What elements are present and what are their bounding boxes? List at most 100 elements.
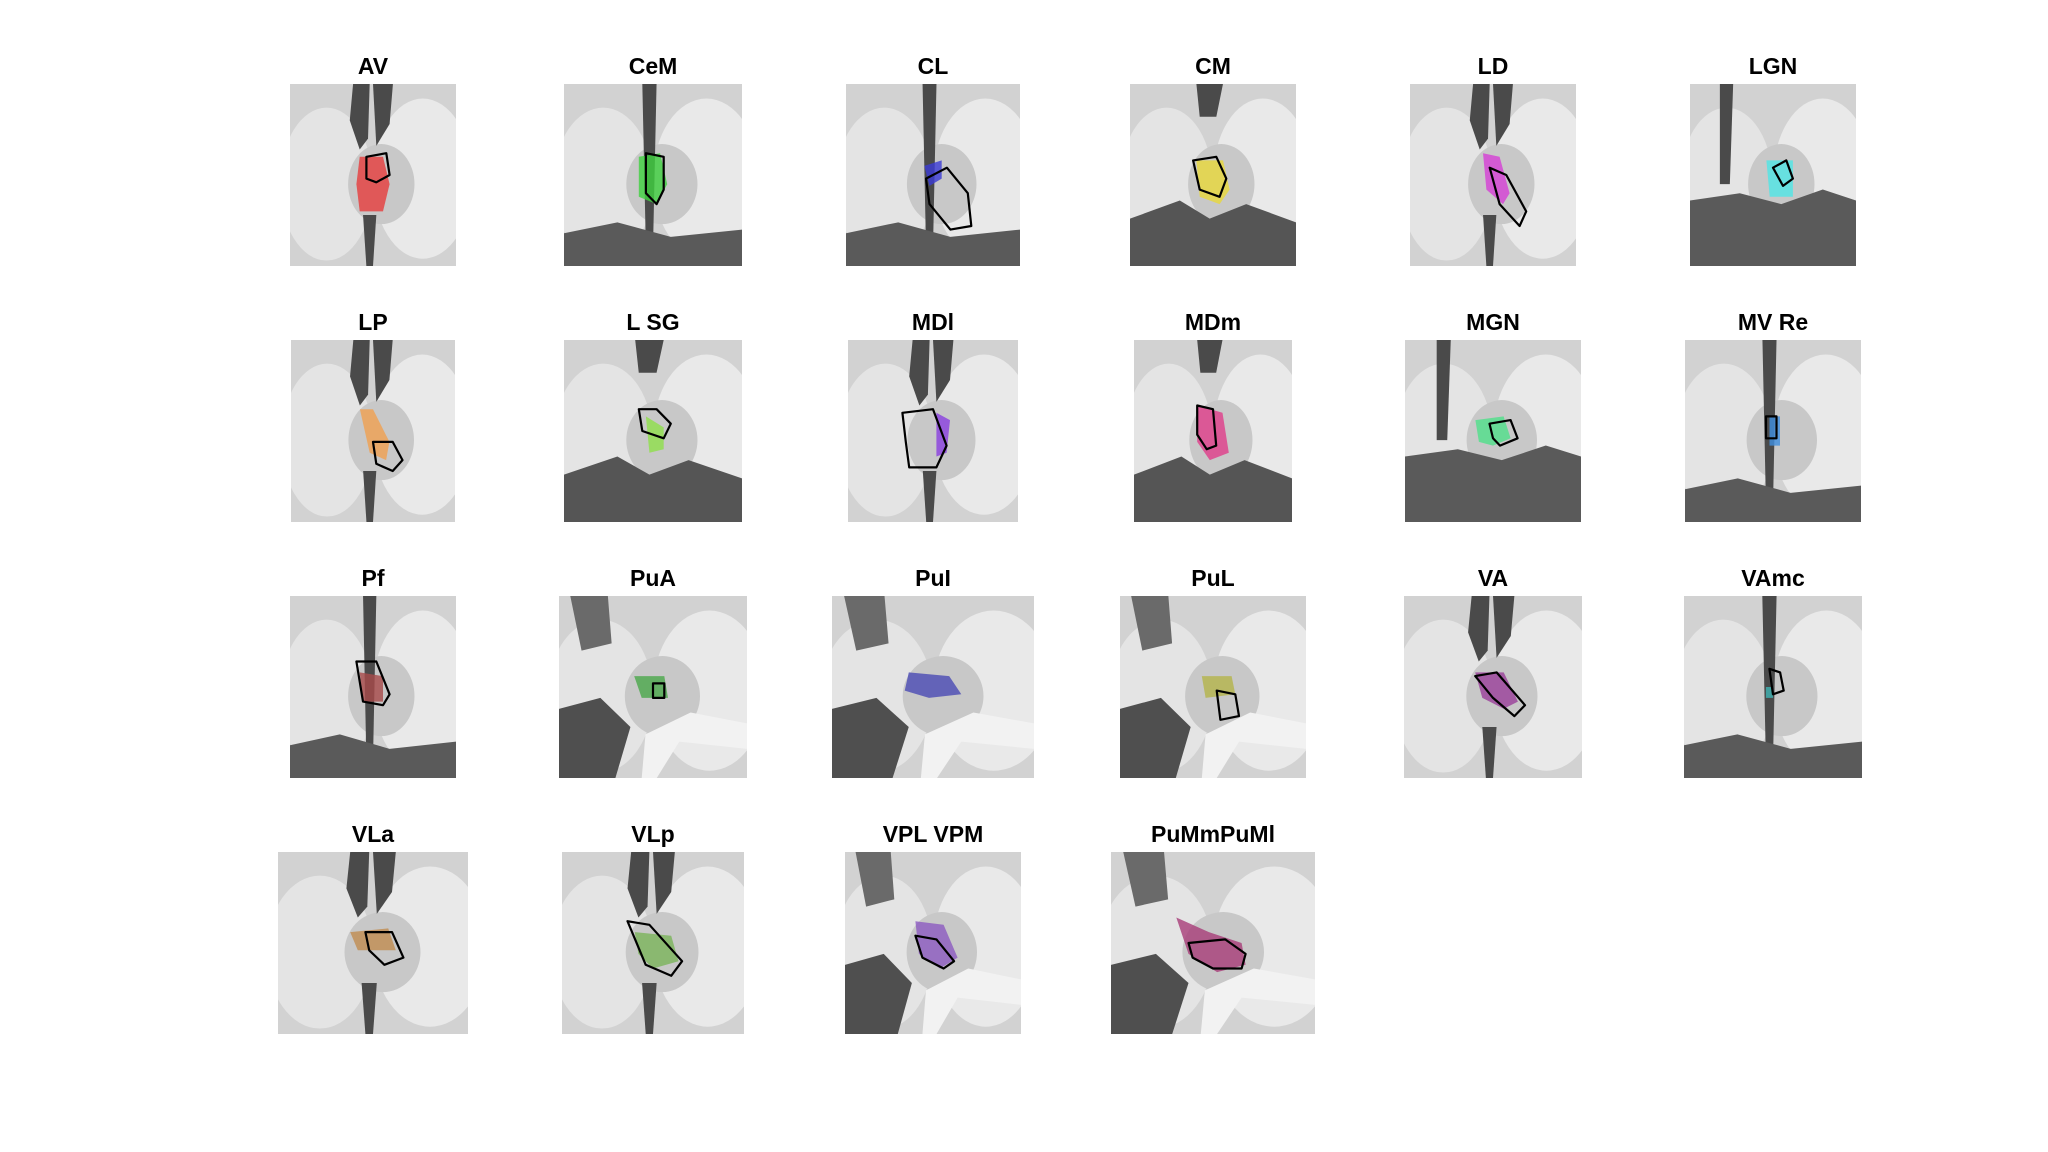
panel-lp: LP [283, 308, 463, 522]
ventricle-anterior [635, 340, 664, 373]
ventricle-midline [1436, 340, 1451, 441]
mri-slice-image [1120, 596, 1306, 778]
ventricle-left [350, 340, 370, 406]
mri-slice-image [1134, 340, 1292, 522]
ventricle-right [373, 84, 393, 146]
ventricle-left [1469, 84, 1490, 150]
posterior-dark [1690, 189, 1856, 266]
nucleus-outline [1764, 415, 1778, 440]
posterior-dark [1111, 953, 1189, 1034]
midbrain-dark [846, 222, 1020, 266]
ventricle-posterior [361, 983, 377, 1034]
mri-left-hemisphere [1404, 619, 1493, 773]
nucleus-overlay [634, 676, 668, 698]
mri-left-hemisphere [1685, 363, 1773, 517]
nucleus-overlay [350, 928, 396, 951]
nucleus-outline [371, 440, 404, 473]
panel-av: AV [283, 52, 463, 266]
mri-left-hemisphere [1684, 619, 1773, 773]
nucleus-overlay [1765, 687, 1773, 698]
panel-cm: CM [1123, 52, 1303, 266]
mri-slice-image [1405, 340, 1581, 522]
nucleus-overlay [1769, 416, 1780, 446]
panel-title: CeM [628, 53, 678, 79]
nucleus-overlay [924, 160, 942, 186]
ventricle-right [1493, 84, 1513, 146]
nucleus-overlay [915, 921, 958, 969]
ventricle-right [373, 340, 393, 402]
panel-mdl: MDl [843, 308, 1023, 522]
mri-left-hemisphere [290, 107, 373, 261]
mri-slice-image [848, 340, 1018, 522]
mri-slice-image [278, 852, 468, 1034]
panel-mdm: MDm [1123, 308, 1303, 522]
panel-title: CL [917, 53, 949, 79]
ventricle-posterior [363, 215, 377, 266]
nucleus-outline [364, 930, 405, 966]
nucleus-outline [1488, 166, 1528, 228]
panel-vla: VLa [278, 820, 468, 1034]
mri-slice-image [832, 596, 1034, 778]
panel-mgn: MGN [1403, 308, 1583, 522]
nucleus-outline [1474, 671, 1527, 718]
nucleus-outline [914, 934, 956, 970]
nucleus-outline [637, 408, 672, 440]
ventricle-left [1468, 596, 1490, 662]
midbrain-dark [564, 222, 742, 266]
panel-title: MV Re [1737, 309, 1809, 335]
panel-title: LD [1477, 53, 1509, 79]
posterior-dark [845, 953, 912, 1034]
panel-title: VAmc [1741, 565, 1805, 591]
white-matter-band [641, 712, 747, 778]
mri-slice-image [845, 852, 1021, 1034]
midbrain-dark [1685, 478, 1861, 522]
nucleus-outline [365, 152, 391, 184]
panel-title: VA [1477, 565, 1509, 591]
ventricle-posterior [1482, 727, 1497, 778]
nucleus-outline [1768, 667, 1785, 696]
ventricle-anterior [1131, 596, 1173, 651]
mri-slice-image [846, 84, 1020, 266]
nucleus-outline [1771, 159, 1795, 188]
panel-vlp: VLp [562, 820, 744, 1034]
ventricle-right [933, 340, 954, 402]
ventricle-anterior [844, 596, 889, 651]
panel-vpl-vpm: VPL VPM [843, 820, 1023, 1034]
panel-title: Pf [361, 565, 385, 591]
ventricle-left [346, 852, 370, 918]
nucleus-outline [626, 920, 684, 977]
nucleus-outline [644, 152, 665, 206]
mri-slice-image [562, 852, 744, 1034]
mri-slice-image [291, 340, 455, 522]
panel-title: LGN [1748, 53, 1798, 79]
nucleus-outline [901, 408, 948, 469]
white-matter-band [922, 968, 1021, 1034]
posterior-dark [1120, 697, 1191, 778]
panel-title: MDl [911, 309, 955, 335]
mri-left-hemisphere [848, 363, 933, 517]
panel-title: CM [1195, 53, 1231, 79]
nucleus-overlay [359, 409, 390, 461]
posterior-dark [1405, 445, 1581, 522]
ventricle-anterior [570, 596, 612, 651]
mri-slice-image [290, 596, 456, 778]
ventricle-midline [1719, 84, 1734, 185]
ventricle-posterior [922, 471, 937, 522]
mri-slice-image [1684, 596, 1862, 778]
ventricle-posterior [1483, 215, 1497, 266]
panel-title: VLp [631, 821, 675, 847]
panel-va: VA [1403, 564, 1583, 778]
ventricle-anterior [1123, 852, 1169, 907]
nucleus-outline [1215, 689, 1241, 721]
midbrain-dark [290, 734, 456, 778]
ventricle-right [653, 852, 675, 914]
panel-title: VPL VPM [882, 821, 984, 847]
panel-pua: PuA [559, 564, 747, 778]
panel-pul: PuL [1120, 564, 1306, 778]
mri-thalamus-region [1746, 400, 1817, 481]
mri-left-hemisphere [278, 875, 373, 1029]
nucleus-outline [1191, 155, 1228, 198]
panel-mv-re: MV Re [1683, 308, 1863, 522]
ventricle-right [373, 852, 396, 914]
ventricle-posterior [642, 983, 657, 1034]
